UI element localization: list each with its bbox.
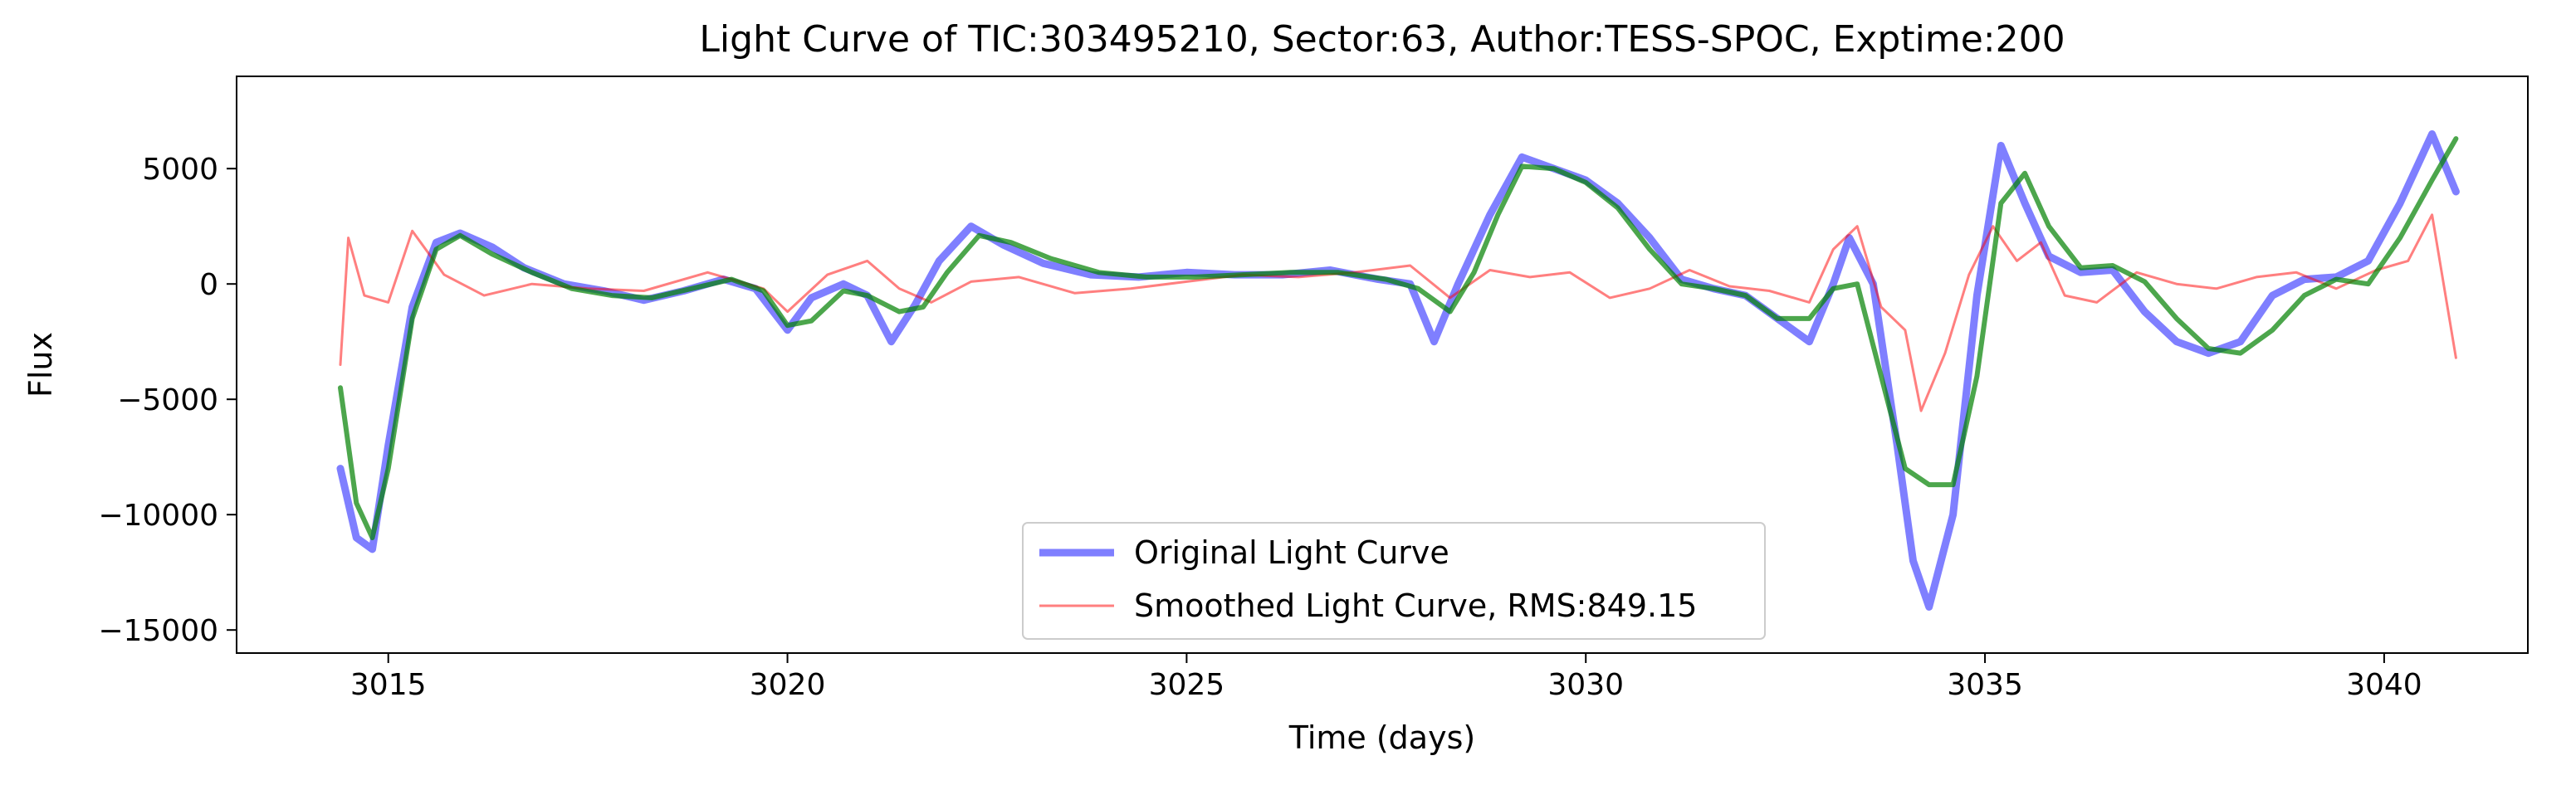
legend-label-original: Original Light Curve: [1134, 534, 1449, 571]
y-tick-label: −10000: [98, 499, 218, 533]
x-axis-label: Time (days): [1288, 719, 1475, 756]
y-axis-label: Flux: [22, 332, 59, 397]
y-tick-label: 5000: [142, 153, 218, 187]
y-tick-label: −5000: [117, 383, 218, 417]
x-tick-label: 3035: [1947, 668, 2023, 702]
plot-frame: [236, 76, 2529, 654]
x-tick-label: 3030: [1547, 668, 1624, 702]
x-tick-label: 3025: [1149, 668, 1225, 702]
legend-label-smoothed: Smoothed Light Curve, RMS:849.15: [1134, 588, 1697, 624]
series-smoothed-light-curve: [339, 213, 2457, 412]
x-tick-label: 3015: [350, 668, 427, 702]
chart-title: Light Curve of TIC:303495210, Sector:63,…: [699, 18, 2065, 61]
x-tick-label: 3040: [2346, 668, 2422, 702]
legend-box: [1022, 522, 1766, 640]
y-axis-ticks: −15000 −10000 −5000 0 5000: [98, 153, 237, 648]
y-tick-label: 0: [199, 268, 218, 302]
x-tick-label: 3020: [750, 668, 826, 702]
legend: Original Light Curve Smoothed Light Curv…: [1022, 522, 1766, 640]
x-axis-ticks: 3015 3020 3025 3030 3035 3040: [350, 653, 2422, 702]
series-trend-fit: [338, 136, 2459, 540]
series-layer: [336, 130, 2460, 611]
y-tick-label: −15000: [98, 614, 218, 648]
